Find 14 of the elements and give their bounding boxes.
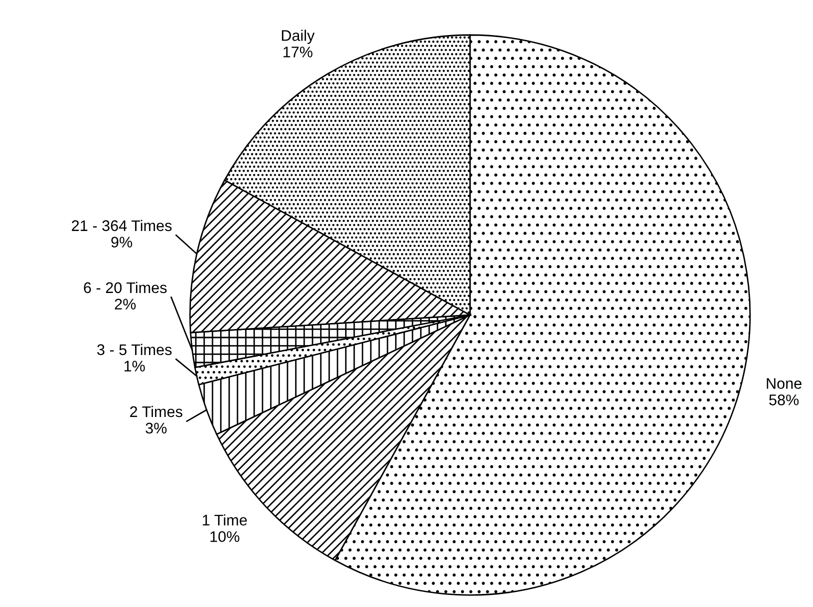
slice-label: Daily	[282, 30, 315, 44]
slice-label: 6 - 20 Times	[84, 282, 167, 294]
data-label: 17%	[284, 46, 312, 58]
slice-label: None	[766, 378, 802, 389]
data-label: 10%	[210, 531, 240, 542]
slice-label: 3 - 5 Times	[97, 344, 172, 356]
data-label: 2%	[114, 298, 136, 310]
data-label: 9%	[111, 236, 132, 248]
data-label: 58%	[769, 394, 799, 406]
slice-label: 2 Times	[130, 406, 182, 418]
data-label: 3%	[146, 422, 167, 434]
slice-label: 1 Time	[202, 514, 247, 526]
slice-label: 21 - 364 Times	[72, 220, 172, 232]
data-label: 1%	[124, 360, 145, 372]
